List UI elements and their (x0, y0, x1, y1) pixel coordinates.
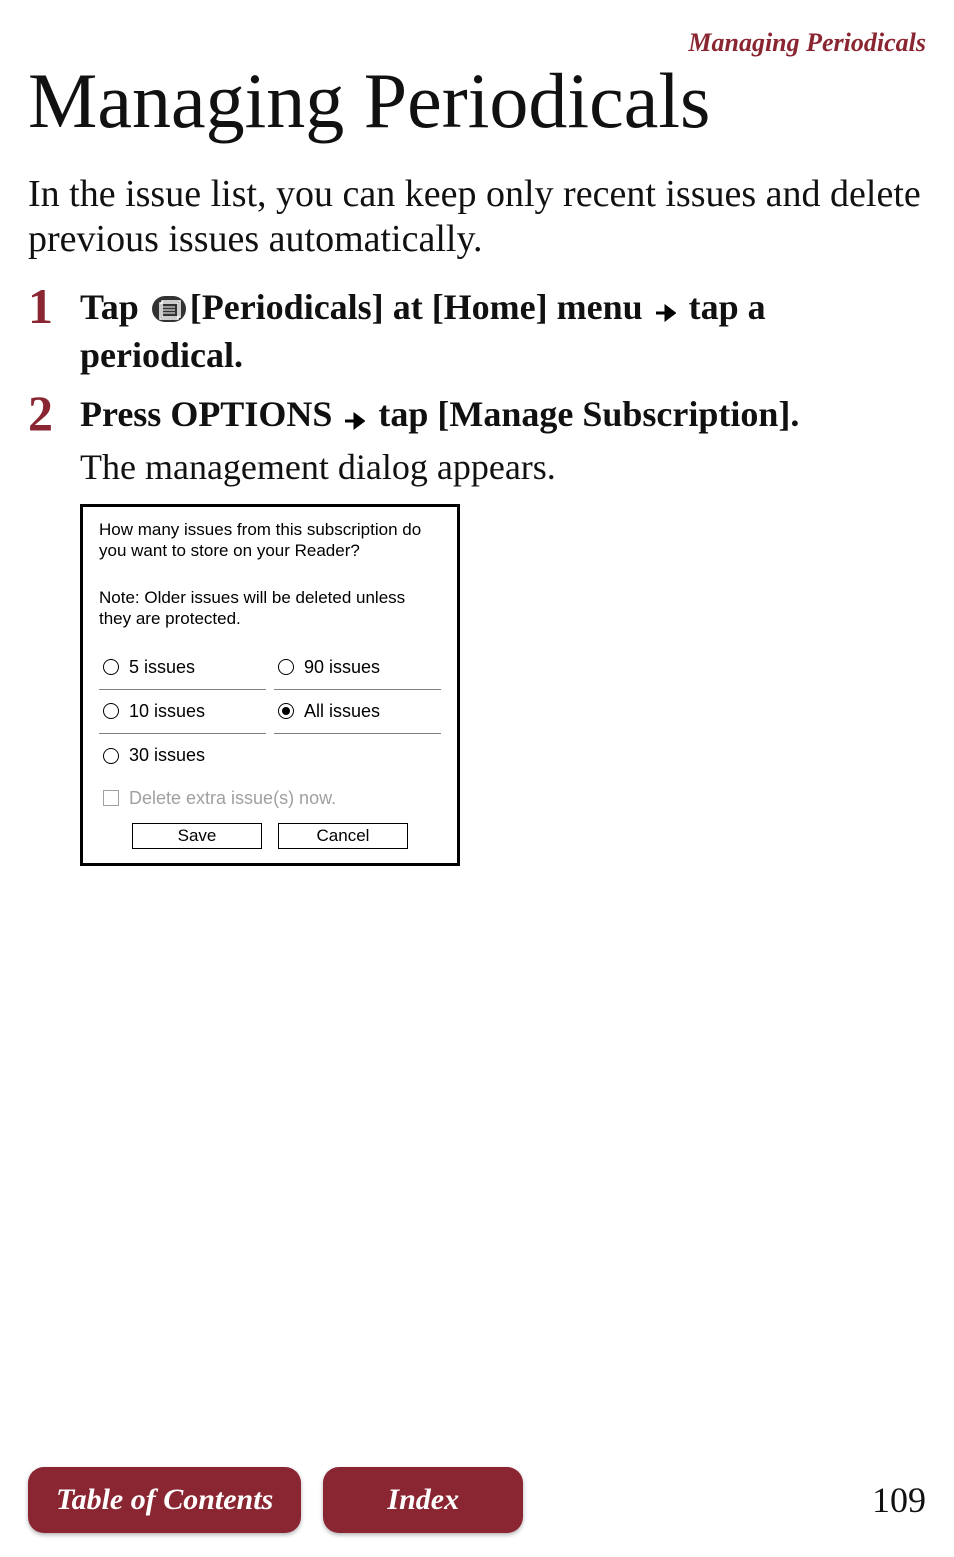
dialog-note: Note: Older issues will be deleted unles… (83, 587, 457, 630)
step-1-menu: menu (548, 287, 652, 327)
radio-empty-cell (274, 734, 441, 778)
step-1-title: Tap [Periodicals] at [Home] menu tap a p… (80, 285, 926, 378)
step-2-press: Press OPTIONS (80, 394, 341, 434)
page-number: 109 (872, 1479, 926, 1521)
step-1-at: at (384, 287, 432, 327)
step-1-pre: Tap (80, 287, 148, 327)
step-2-desc: The management dialog appears. (80, 445, 926, 490)
step-2-title: Press OPTIONS tap [Manage Subscription]. (80, 392, 926, 440)
page-title: Managing Periodicals (28, 60, 926, 142)
step-number-2: 2 (28, 388, 80, 438)
radio-all-issues[interactable]: All issues (274, 690, 441, 734)
checkbox-icon (103, 790, 119, 806)
checkbox-delete-extra[interactable]: Delete extra issue(s) now. (83, 778, 457, 823)
arrow-right-icon (345, 396, 365, 441)
radio-30-issues[interactable]: 30 issues (99, 734, 266, 778)
radio-icon (103, 659, 119, 675)
toc-button[interactable]: Table of Contents (28, 1467, 301, 1533)
index-button[interactable]: Index (323, 1467, 523, 1533)
footer: Table of Contents Index 109 (28, 1467, 926, 1533)
running-header: Managing Periodicals (28, 28, 926, 58)
periodicals-icon (152, 288, 186, 333)
intro-paragraph: In the issue list, you can keep only rec… (28, 172, 926, 263)
step-2-tap-manage: tap [Manage Subscription]. (369, 394, 799, 434)
step-2: 2 Press OPTIONS tap [Manage Subscription… (28, 392, 926, 489)
step-1-home: [Home] (432, 287, 548, 327)
radio-label: 10 issues (129, 701, 205, 722)
arrow-right-icon (656, 288, 676, 333)
step-1: 1 Tap [Periodicals] at [Home] menu tap a… (28, 285, 926, 378)
radio-label: 90 issues (304, 657, 380, 678)
radio-label: 5 issues (129, 657, 195, 678)
radio-icon (278, 703, 294, 719)
step-1-periodicals: [Periodicals] (190, 287, 384, 327)
radio-10-issues[interactable]: 10 issues (99, 690, 266, 734)
radio-90-issues[interactable]: 90 issues (274, 646, 441, 690)
cancel-button[interactable]: Cancel (278, 823, 408, 849)
dialog-question: How many issues from this subscription d… (83, 519, 457, 562)
save-button[interactable]: Save (132, 823, 262, 849)
checkbox-label: Delete extra issue(s) now. (129, 788, 336, 809)
radio-icon (103, 703, 119, 719)
radio-icon (103, 748, 119, 764)
radio-label: 30 issues (129, 745, 205, 766)
step-number-1: 1 (28, 281, 80, 331)
dialog-box: How many issues from this subscription d… (80, 504, 460, 866)
radio-label: All issues (304, 701, 380, 722)
radio-icon (278, 659, 294, 675)
radio-5-issues[interactable]: 5 issues (99, 646, 266, 690)
